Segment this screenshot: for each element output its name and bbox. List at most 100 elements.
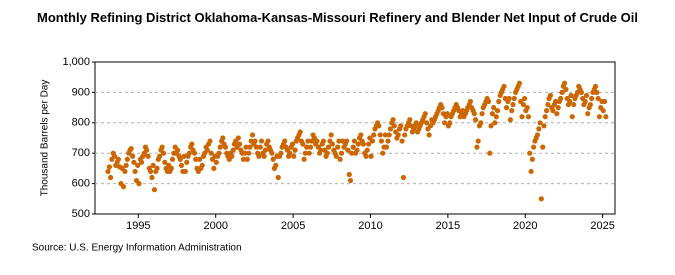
data-point — [478, 120, 484, 126]
data-point — [168, 165, 174, 171]
data-point — [527, 150, 533, 156]
data-point — [145, 153, 151, 159]
data-point — [252, 138, 258, 144]
data-point — [485, 98, 492, 105]
data-point — [447, 120, 453, 126]
data-point — [510, 101, 516, 108]
data-point — [191, 150, 198, 156]
data-point — [120, 184, 127, 190]
data-point — [516, 80, 523, 86]
data-point — [136, 181, 142, 187]
data-point — [242, 150, 248, 156]
data-point — [337, 156, 343, 162]
data-point — [229, 153, 235, 159]
data-point — [199, 162, 205, 168]
data-point — [345, 147, 351, 153]
data-point — [400, 174, 407, 181]
data-point — [492, 120, 498, 126]
data-point — [261, 153, 267, 159]
data-point — [178, 162, 185, 168]
data-point — [554, 111, 560, 117]
x-tick-label: 2025 — [590, 220, 614, 232]
data-point — [592, 83, 599, 89]
data-point — [511, 95, 517, 102]
x-tick-label: 2015 — [436, 220, 460, 232]
data-point — [130, 153, 136, 159]
x-tick-label: 2020 — [513, 220, 537, 232]
data-point — [324, 150, 330, 156]
data-point — [529, 156, 535, 162]
data-point — [235, 135, 241, 141]
data-point — [159, 144, 165, 150]
data-point — [503, 105, 510, 111]
data-point — [582, 98, 588, 105]
data-point — [335, 144, 341, 150]
data-point — [567, 98, 573, 105]
data-point — [270, 156, 276, 162]
data-point — [472, 117, 479, 123]
data-point — [302, 150, 308, 156]
data-point — [413, 120, 419, 126]
data-point — [366, 141, 372, 147]
data-point — [207, 138, 213, 144]
data-point — [595, 95, 601, 102]
data-point — [589, 95, 595, 102]
data-point — [525, 114, 532, 120]
data-point — [216, 150, 222, 156]
data-point — [407, 117, 413, 123]
data-point — [328, 132, 334, 138]
data-point — [360, 141, 366, 147]
data-point — [240, 156, 247, 162]
data-point — [320, 138, 327, 144]
data-point — [186, 150, 192, 156]
data-point — [338, 150, 345, 156]
data-point — [506, 95, 512, 102]
data-point — [543, 108, 550, 114]
data-point — [496, 98, 502, 105]
data-point — [547, 92, 554, 99]
data-point — [189, 141, 195, 147]
data-point — [347, 177, 354, 184]
data-point — [197, 156, 203, 162]
data-point — [111, 153, 118, 159]
data-point — [488, 123, 494, 129]
data-point — [540, 144, 546, 150]
data-point — [522, 95, 528, 102]
x-tick-label: 2010 — [358, 220, 382, 232]
data-point — [376, 123, 382, 129]
data-point — [265, 138, 271, 144]
data-point — [596, 114, 602, 120]
data-point — [220, 135, 226, 141]
data-point — [351, 138, 357, 144]
x-tick-label: 2005 — [281, 220, 305, 232]
data-point — [346, 171, 352, 178]
data-point — [211, 165, 217, 171]
data-point — [147, 168, 154, 175]
data-point — [507, 117, 513, 123]
data-point — [426, 132, 432, 138]
data-point — [442, 120, 448, 126]
data-point — [578, 89, 585, 95]
data-point — [552, 98, 559, 105]
data-point — [105, 168, 111, 175]
data-point — [541, 123, 547, 129]
data-point — [262, 147, 268, 153]
data-point — [395, 132, 401, 138]
data-point — [355, 141, 361, 147]
data-point — [182, 168, 188, 175]
data-point — [559, 89, 565, 95]
data-point — [244, 156, 250, 162]
data-point — [256, 153, 262, 159]
data-point — [230, 147, 236, 153]
data-point — [150, 162, 156, 168]
data-point — [571, 101, 577, 108]
y-tick-label: 900 — [72, 86, 90, 98]
data-point — [278, 150, 284, 156]
data-point — [249, 132, 256, 138]
data-point — [377, 132, 383, 138]
data-point — [157, 153, 163, 159]
data-point — [336, 138, 342, 144]
data-point — [602, 98, 608, 105]
data-point — [545, 101, 551, 108]
data-point — [307, 144, 314, 150]
